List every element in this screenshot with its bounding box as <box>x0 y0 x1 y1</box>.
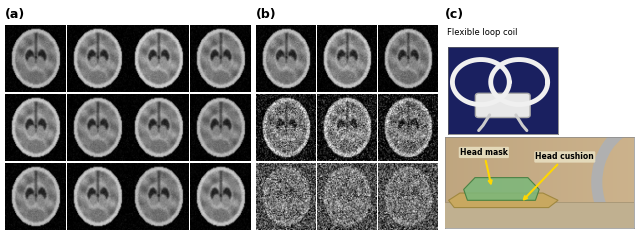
Text: Head mask: Head mask <box>460 148 508 183</box>
Bar <box>435 202 640 228</box>
Polygon shape <box>449 193 558 208</box>
Polygon shape <box>463 178 540 200</box>
Text: Head cushion: Head cushion <box>524 152 594 199</box>
Text: (c): (c) <box>445 8 464 21</box>
Text: (a): (a) <box>5 8 26 21</box>
Text: Flexible loop coil: Flexible loop coil <box>447 28 517 37</box>
FancyBboxPatch shape <box>476 93 530 118</box>
Text: (b): (b) <box>256 8 276 21</box>
